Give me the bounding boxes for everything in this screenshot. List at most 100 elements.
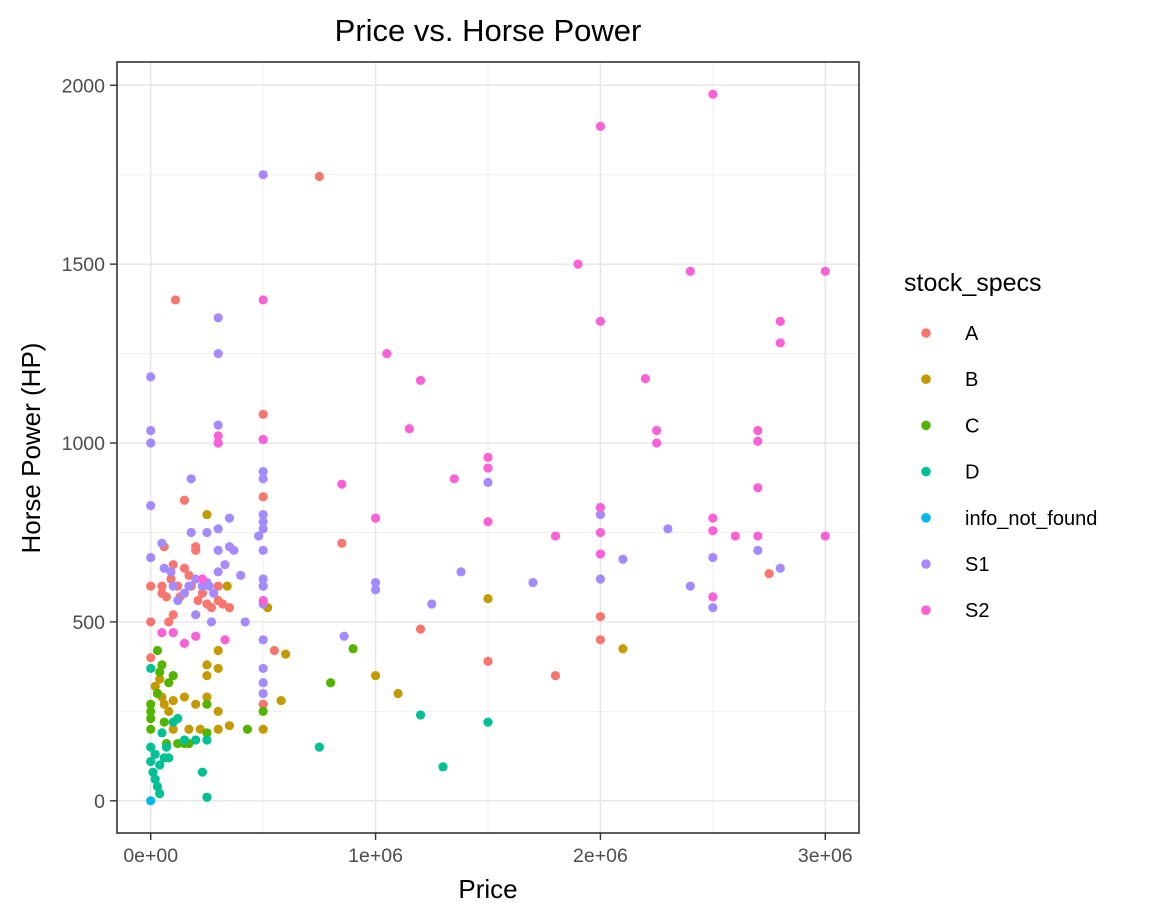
point-s1 [186,527,196,538]
point-c [168,670,178,681]
point-b [213,645,223,656]
point-s1 [595,509,606,520]
point-s2 [157,628,167,638]
point-s2 [220,635,230,645]
point-c [146,706,156,716]
point-s2 [652,438,662,448]
point-c [152,688,163,699]
point-s1 [708,552,718,563]
point-b [202,692,212,702]
major-gridlines [117,62,859,833]
point-s1 [258,678,268,688]
point-s2 [573,259,583,269]
point-c [146,713,156,724]
point-s2 [820,266,830,276]
point-c [348,644,358,654]
point-s1 [146,438,156,448]
point-s2 [258,434,268,445]
legend-title: stock_specs [904,269,1042,297]
point-s1 [202,527,212,538]
point-d [146,663,156,674]
point-a [164,617,174,627]
point-a [595,635,606,645]
point-b [276,696,286,706]
point-s2 [168,628,178,638]
point-s2 [258,595,268,606]
point-d [483,717,493,727]
point-s2 [550,531,561,541]
point-s2 [708,526,718,536]
legend-label-s2: S2 [965,600,989,622]
point-s1 [775,563,785,573]
point-a [483,656,493,666]
point-b [618,644,628,654]
point-d [161,742,172,752]
point-b [168,724,178,734]
chart-title: Price vs. Horse Power [335,13,642,48]
point-c [202,699,212,709]
point-c [164,678,174,688]
point-s1 [209,588,219,598]
point-d [202,735,212,745]
point-b [202,670,212,681]
point-s1 [168,581,178,591]
point-s1 [258,467,268,477]
panel-border [116,61,860,834]
point-d [191,735,201,745]
point-b [195,724,205,734]
point-b [150,681,160,691]
y-tick-label: 0 [94,791,105,813]
point-s1 [240,617,250,627]
legend-key-d [921,466,931,477]
point-s1 [254,531,264,541]
point-s1 [528,577,538,588]
point-a [213,581,223,591]
y-tick-label: 500 [72,612,105,634]
point-b [258,724,268,734]
point-a [206,603,217,613]
point-s1 [685,581,695,591]
y-tick-label: 2000 [62,75,106,97]
point-s1 [258,517,268,527]
legend-label-s1: S1 [965,554,989,576]
point-s1 [370,577,381,588]
point-a [168,610,178,620]
point-b [224,721,235,731]
point-c [202,728,212,738]
point-s1 [258,170,268,180]
point-b [168,696,178,706]
point-d [202,792,212,802]
point-s2 [595,527,606,538]
point-s1 [186,474,196,484]
point-b [191,699,201,709]
point-s1 [229,545,239,555]
point-s2 [708,592,718,602]
point-a [314,171,324,182]
point-d [155,760,165,770]
point-s1 [258,581,268,591]
point-s2 [595,549,606,559]
point-a [258,409,268,420]
point-s2 [197,574,208,584]
point-d [173,713,183,724]
y-axis-title: Horse Power (HP) [16,343,46,554]
point-s2 [640,374,650,384]
point-a [170,295,181,305]
legend-key-c [921,420,931,431]
point-s1 [173,595,183,606]
point-s1 [258,524,268,534]
point-s1 [456,567,466,577]
point-s2 [449,474,459,484]
point-d [148,767,158,777]
point-d [179,735,190,745]
point-s2 [753,436,763,446]
point-d [155,789,165,799]
point-s1 [339,631,349,641]
point-s1 [483,477,493,487]
point-s2 [415,375,426,386]
point-c [258,706,268,716]
point-s2 [652,425,662,436]
point-b [202,660,212,670]
legend-label-c: C [965,415,979,437]
